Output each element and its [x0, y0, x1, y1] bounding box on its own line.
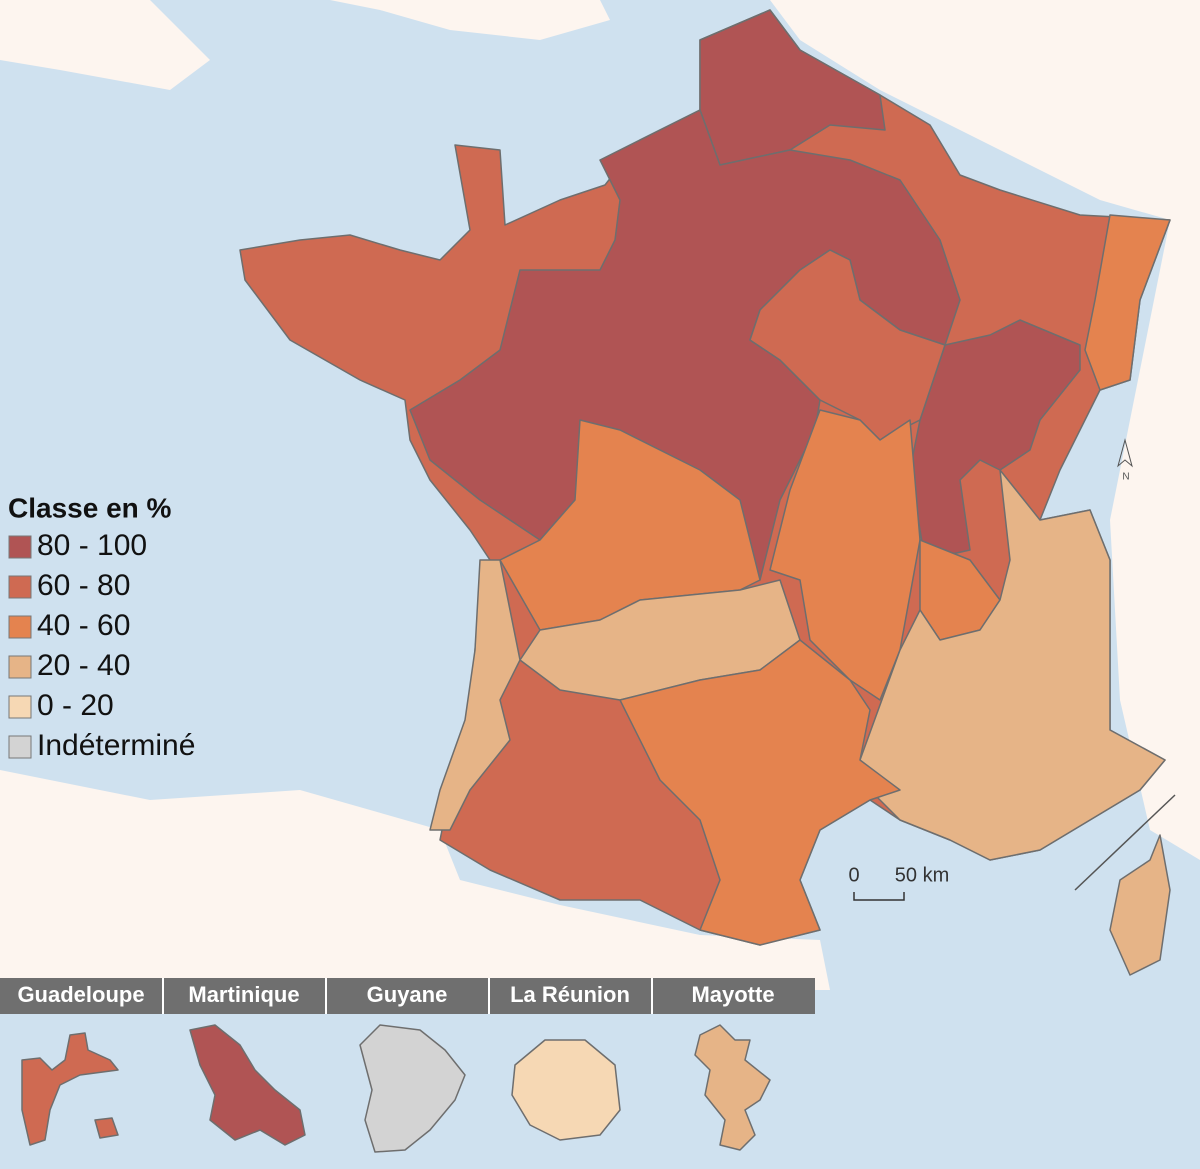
inset-title: La Réunion [510, 982, 630, 1007]
legend-label: 0 - 20 [37, 689, 114, 722]
inset-title: Mayotte [691, 982, 774, 1007]
legend-label: 20 - 40 [37, 649, 130, 682]
region [1109, 834, 1171, 976]
legend: Classe en % 80 - 100 60 - 80 40 - 60 20 - 4… [8, 492, 195, 762]
island [694, 1024, 771, 1151]
legend-swatch [8, 575, 32, 599]
scale-start: 0 [848, 864, 859, 886]
overseas-header [0, 978, 815, 1014]
island [511, 1039, 621, 1141]
legend-swatch [8, 615, 32, 639]
inset-title: Guadeloupe [17, 982, 144, 1007]
neighbour-land [0, 770, 830, 990]
overseas: Guadeloupe Martinique Guyane La Réunion Mayo… [10, 978, 805, 1164]
legend-label: 80 - 100 [37, 529, 147, 562]
scale-end: 50 km [895, 864, 949, 886]
region [619, 639, 901, 946]
island [359, 1024, 466, 1153]
region [769, 409, 921, 701]
neighbour-land [280, 0, 1200, 860]
north-label: N [1122, 472, 1129, 483]
region [749, 249, 946, 441]
legend-label: Indéterminé [37, 729, 195, 762]
region [1084, 214, 1171, 391]
north-arrow [1117, 438, 1133, 468]
legend-swatch [8, 695, 32, 719]
inset-title: Martinique [188, 982, 299, 1007]
legend-swatch [8, 735, 32, 759]
region [859, 469, 1166, 861]
region [429, 559, 521, 831]
island [21, 1032, 119, 1146]
legend-swatch [8, 655, 32, 679]
legend-label: 60 - 80 [37, 569, 130, 602]
legend-items: 80 - 100 60 - 80 40 - 60 20 - 40 0 - 20 Indét… [8, 529, 195, 762]
inset-title: Guyane [367, 982, 448, 1007]
legend-title: Classe en % [8, 492, 172, 523]
legend-label: 40 - 60 [37, 609, 130, 642]
scale-bar [853, 892, 905, 901]
island [189, 1024, 306, 1146]
legend-swatch [8, 535, 32, 559]
neighbour-land [0, 0, 210, 90]
inset-separator [1074, 794, 1176, 891]
